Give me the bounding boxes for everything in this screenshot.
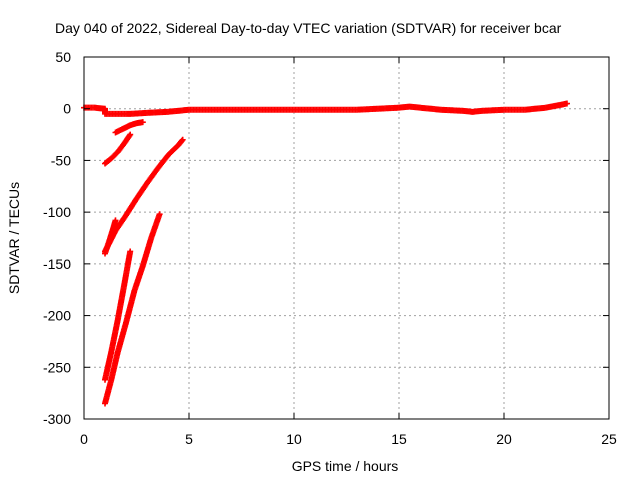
data-point [127,131,134,138]
data-point [127,248,134,255]
data-points [81,100,570,407]
x-tick-label: 10 [286,431,302,447]
tick-marks [83,56,610,420]
y-tick-label: 0 [63,101,71,117]
series-arc-4 [102,217,119,257]
y-tick-label: -200 [43,308,71,324]
grid [84,57,609,419]
data-point [178,137,185,144]
y-tick-label: -150 [43,256,71,272]
data-point [112,217,119,224]
chart-title: Day 040 of 2022, Sidereal Day-to-day VTE… [55,20,562,36]
data-point [156,211,163,218]
series-arc-6 [102,211,163,407]
x-tick-labels: 0 5 10 15 20 25 [80,431,617,447]
x-tick-label: 15 [391,431,407,447]
y-tick-label: -100 [43,204,71,220]
series-arc-1 [112,119,146,136]
y-tick-label: -250 [43,359,71,375]
data-point [179,136,186,143]
y-axis-label: SDTVAR / TECUs [6,182,22,294]
y-tick-labels: -300 -250 -200 -150 -100 -50 0 50 [43,49,71,427]
y-tick-label: 50 [55,49,71,65]
data-point [139,119,146,126]
series-main-trace [81,100,570,117]
y-tick-label: -50 [51,152,71,168]
y-tick-label: -300 [43,411,71,427]
x-tick-label: 5 [185,431,193,447]
x-tick-label: 25 [601,431,617,447]
x-axis-label: GPS time / hours [292,458,399,474]
x-tick-label: 20 [496,431,512,447]
data-point [564,100,570,107]
series-arc-2 [102,131,134,167]
plot-frame [83,56,610,420]
x-tick-label: 0 [80,431,88,447]
series-arc-5 [102,248,134,383]
